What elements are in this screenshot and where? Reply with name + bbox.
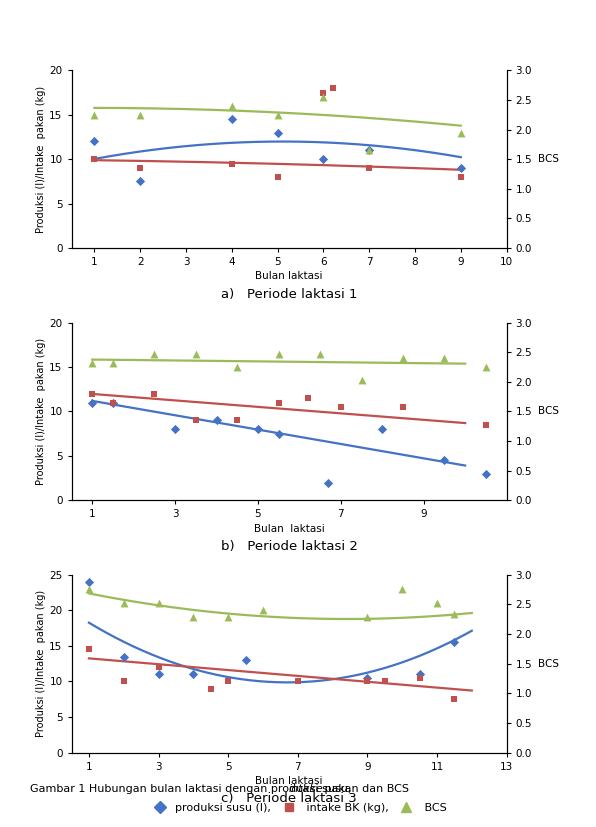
Point — [84, 576, 94, 589]
Point — [449, 693, 459, 706]
Point — [154, 661, 163, 674]
Point — [224, 611, 233, 624]
Point — [273, 170, 283, 184]
Y-axis label: BCS: BCS — [538, 658, 560, 669]
Point — [324, 476, 333, 489]
Point — [293, 675, 303, 688]
Point — [315, 347, 325, 361]
Point — [274, 347, 284, 361]
Point — [432, 596, 442, 609]
Point — [241, 653, 250, 667]
Point — [212, 414, 221, 427]
Point — [319, 152, 328, 165]
Y-axis label: BCS: BCS — [538, 406, 560, 417]
Point — [336, 400, 346, 414]
Point — [253, 423, 263, 436]
Text: pakan dan BCS: pakan dan BCS — [321, 784, 409, 794]
Point — [188, 611, 198, 624]
Point — [108, 396, 118, 409]
Text: Gambar 1 Hubungan bulan laktasi dengan produksi susu,: Gambar 1 Hubungan bulan laktasi dengan p… — [30, 784, 355, 794]
Point — [456, 126, 465, 139]
Point — [364, 161, 374, 174]
Point — [328, 82, 337, 95]
Point — [364, 144, 374, 157]
Point — [380, 675, 390, 688]
Point — [89, 135, 99, 148]
Point — [274, 396, 284, 409]
Point — [273, 108, 283, 122]
X-axis label: Bulan  laktasi: Bulan laktasi — [254, 523, 324, 533]
Point — [319, 86, 328, 99]
Point — [227, 99, 237, 112]
Point — [258, 604, 268, 617]
Point — [224, 675, 233, 688]
Point — [119, 596, 129, 609]
Point — [170, 423, 180, 436]
Point — [150, 387, 159, 400]
Point — [456, 170, 465, 184]
Point — [119, 675, 129, 688]
Point — [449, 636, 459, 649]
Point — [154, 596, 163, 609]
Point — [415, 667, 424, 681]
Point — [456, 161, 465, 174]
Point — [273, 126, 283, 139]
Point — [364, 144, 374, 157]
Point — [135, 161, 145, 174]
X-axis label: Bulan laktasi: Bulan laktasi — [255, 776, 323, 786]
Y-axis label: Produksi (l)/Intake  pakan (kg): Produksi (l)/Intake pakan (kg) — [36, 338, 46, 485]
Point — [303, 391, 312, 404]
Point — [398, 582, 407, 595]
Point — [357, 374, 367, 387]
Point — [362, 675, 372, 688]
Point — [206, 682, 216, 696]
Point — [227, 112, 237, 126]
Point — [154, 667, 163, 681]
Y-axis label: BCS: BCS — [538, 154, 560, 165]
Point — [481, 418, 491, 432]
Text: b)   Periode laktasi 2: b) Periode laktasi 2 — [221, 540, 358, 553]
Y-axis label: Produksi (l)/Intake  pakan (kg): Produksi (l)/Intake pakan (kg) — [36, 590, 46, 737]
Point — [398, 400, 408, 414]
Point — [377, 423, 387, 436]
Text: intake: intake — [289, 784, 324, 794]
Y-axis label: Produksi (l)/Intake  pakan (kg): Produksi (l)/Intake pakan (kg) — [36, 86, 46, 232]
Point — [440, 454, 449, 467]
Point — [88, 387, 97, 400]
Point — [415, 672, 424, 685]
Point — [150, 347, 159, 361]
Point — [88, 396, 97, 409]
Point — [119, 650, 129, 663]
Point — [362, 672, 372, 685]
Point — [188, 667, 198, 681]
Point — [191, 347, 201, 361]
Point — [89, 108, 99, 122]
Point — [481, 467, 491, 480]
Point — [135, 108, 145, 122]
Legend: produksi susu (l),,  intake BK (kg),,  BCS: produksi susu (l),, intake BK (kg),, BCS — [150, 803, 446, 813]
X-axis label: Bulan laktasi: Bulan laktasi — [255, 271, 323, 281]
Point — [84, 643, 94, 656]
Point — [449, 607, 459, 620]
Point — [274, 427, 284, 440]
Point — [108, 396, 118, 409]
Point — [481, 361, 491, 374]
Point — [191, 414, 201, 427]
Point — [227, 157, 237, 170]
Point — [232, 414, 242, 427]
Point — [319, 90, 328, 103]
Text: a)   Periode laktasi 1: a) Periode laktasi 1 — [221, 288, 358, 301]
Point — [362, 611, 372, 624]
Point — [398, 351, 408, 365]
Point — [88, 356, 97, 369]
Point — [440, 351, 449, 365]
Point — [84, 582, 94, 595]
Point — [89, 152, 99, 165]
Point — [108, 356, 118, 369]
Text: c)   Periode laktasi 3: c) Periode laktasi 3 — [221, 792, 357, 805]
Point — [232, 361, 242, 374]
Point — [135, 174, 145, 188]
